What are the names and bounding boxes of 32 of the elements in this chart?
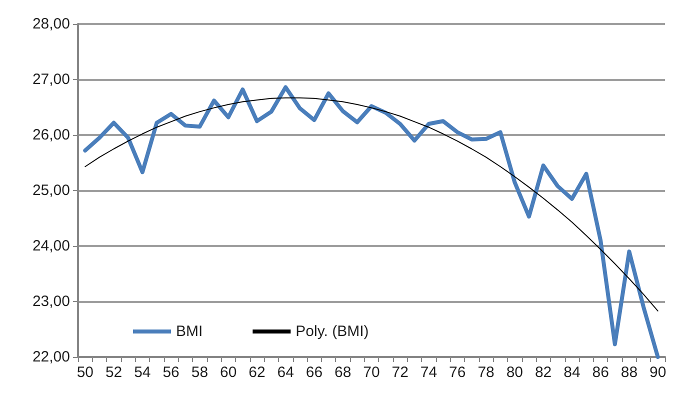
x-tick-label: 72 bbox=[392, 364, 408, 381]
x-tick-label: 86 bbox=[592, 364, 609, 381]
line-series bbox=[83, 85, 660, 359]
x-tick-label: 50 bbox=[76, 364, 94, 381]
x-tick-label: 52 bbox=[105, 364, 122, 381]
x-tick-label: 64 bbox=[277, 364, 294, 381]
y-tick-label: 22,00 bbox=[32, 348, 70, 366]
x-tick-label: 60 bbox=[220, 364, 237, 381]
x-tick-label: 58 bbox=[191, 364, 208, 381]
y-tick-label: 28,00 bbox=[32, 16, 70, 32]
x-tick-label: 68 bbox=[334, 364, 352, 381]
y-tick-label: 25,00 bbox=[32, 182, 70, 199]
y-tick-label: 26,00 bbox=[32, 126, 70, 144]
legend-label: Poly. (BMI) bbox=[296, 323, 369, 340]
x-tick-label: 90 bbox=[650, 364, 666, 381]
y-tick-label: 27,00 bbox=[32, 71, 70, 88]
x-tick-label: 78 bbox=[478, 364, 494, 381]
x-tick-label: 82 bbox=[534, 364, 552, 381]
x-tick-label: 76 bbox=[449, 364, 466, 381]
x-tick-label: 84 bbox=[564, 364, 580, 381]
legend-label: BMI bbox=[176, 323, 203, 340]
line-series bbox=[84, 97, 658, 312]
x-tick-label: 56 bbox=[162, 364, 180, 381]
x-tick-label: 74 bbox=[420, 364, 438, 381]
x-tick-label: 54 bbox=[134, 364, 151, 381]
y-tick-label: 23,00 bbox=[32, 293, 70, 310]
y-tick-label: 24,00 bbox=[32, 238, 70, 254]
x-tick-label: 88 bbox=[620, 364, 638, 381]
x-tick-label: 62 bbox=[248, 364, 266, 381]
x-tick-label: 80 bbox=[506, 364, 524, 381]
x-tick-label: 70 bbox=[363, 364, 380, 381]
x-tick-label: 66 bbox=[306, 364, 323, 381]
